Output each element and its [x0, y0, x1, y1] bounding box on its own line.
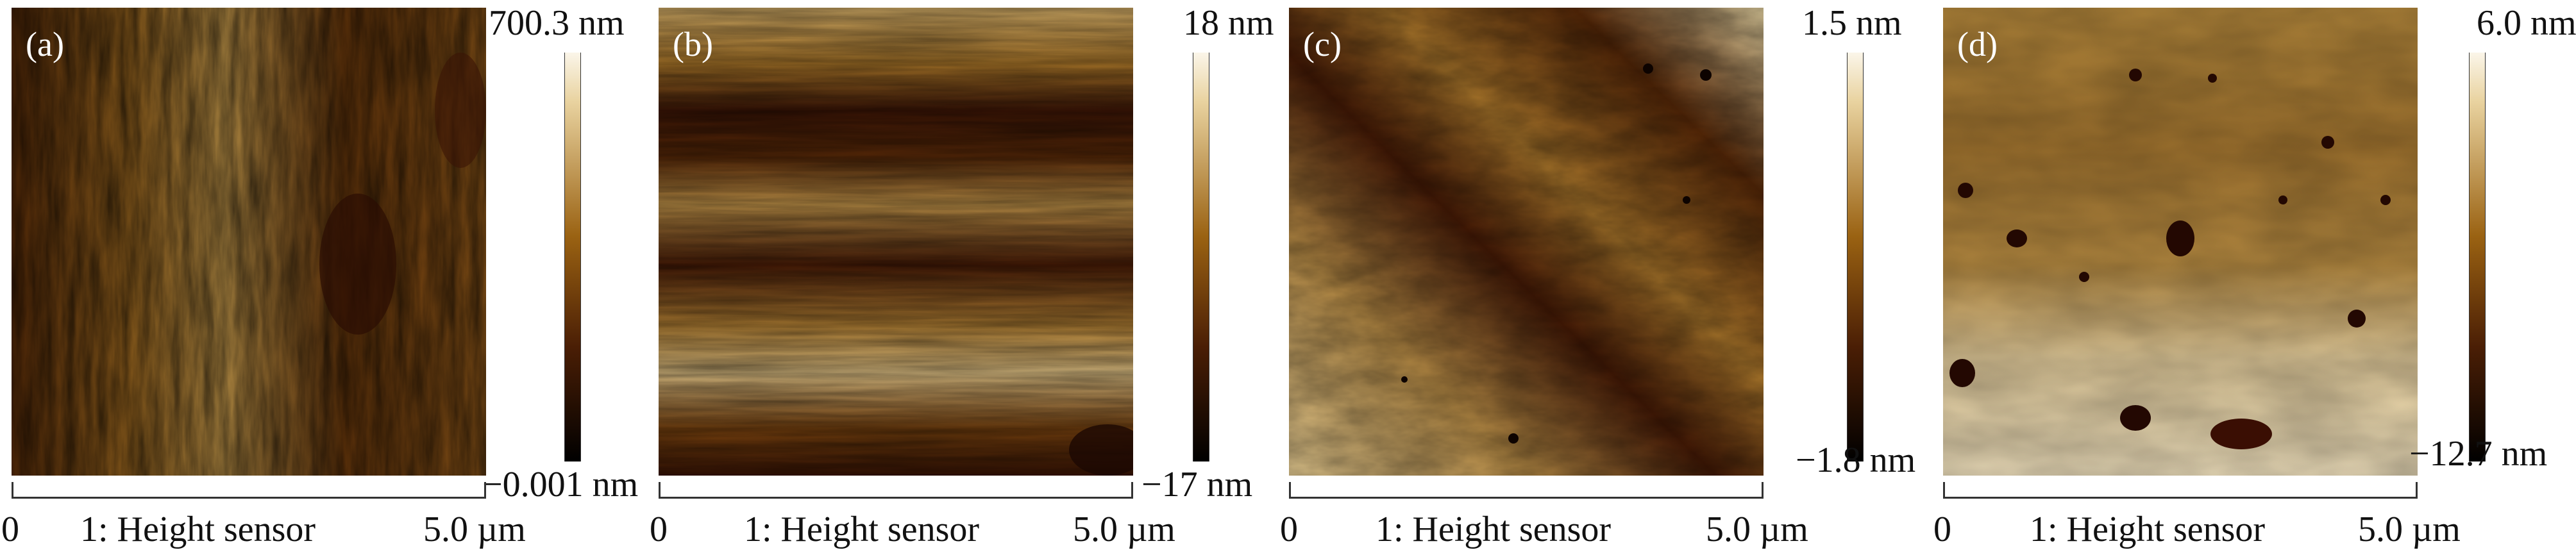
panel-label: (b): [673, 25, 713, 63]
axis-start-label: 0: [1280, 510, 1298, 549]
axis-end-label: 5.0 µm: [1706, 510, 1808, 549]
axis-end-label: 5.0 µm: [1073, 510, 1175, 549]
colorbar-tick: [1191, 51, 1211, 53]
colorbar-tick: [1845, 51, 1865, 53]
axis-title: 1: Height sensor: [744, 510, 980, 549]
axis-title: 1: Height sensor: [80, 510, 316, 549]
colorbar-max-label: 700.3 nm: [489, 3, 625, 43]
colorbar-min-label: −1.8 nm: [1796, 440, 1916, 480]
colorbar: [562, 51, 583, 463]
axis-title: 1: Height sensor: [1376, 510, 1612, 549]
axis-end-label: 5.0 µm: [423, 510, 526, 549]
colorbar-tick: [562, 461, 583, 463]
colorbar-max-label: 1.5 nm: [1802, 3, 1902, 43]
axis-start-label: 0: [1933, 510, 1951, 549]
afm-image-b: (b): [659, 8, 1133, 476]
colorbar-min-label: −12.7 nm: [2409, 434, 2548, 474]
colorbar-tick: [1191, 461, 1211, 463]
panel-a: (a) 700.3 nm −0.001 nm 0 1: Height senso…: [0, 0, 644, 557]
panel-label: (d): [1957, 25, 1998, 63]
colorbar: [2467, 51, 2488, 463]
colorbar-tick: [2467, 461, 2488, 463]
axis-end-label: 5.0 µm: [2358, 510, 2461, 549]
colorbar: [1191, 51, 1211, 463]
colorbar-min-label: −0.001 nm: [482, 465, 639, 504]
colorbar-tick: [562, 51, 583, 53]
axis-start-label: 0: [1, 510, 19, 549]
colorbar-tick: [2467, 51, 2488, 53]
scale-bar: [1943, 482, 2418, 499]
scale-bar: [1289, 482, 1764, 499]
colorbar-min-label: −17 nm: [1141, 465, 1253, 504]
afm-image-c: (c): [1289, 8, 1764, 476]
scale-bar: [659, 482, 1133, 499]
axis-start-label: 0: [650, 510, 668, 549]
afm-image-a: (a): [12, 8, 486, 476]
panel-d: (d) 6.0 nm −12.7 nm 0 1: Height sensor 5…: [1933, 0, 2576, 557]
scale-bar: [12, 482, 486, 499]
colorbar-tick: [1845, 461, 1865, 463]
panel-c: (c) 1.5 nm −1.8 nm 0 1: Height sensor 5.…: [1280, 0, 1933, 557]
colorbar: [1845, 51, 1865, 463]
panel-label: (c): [1303, 25, 1342, 63]
colorbar-max-label: 6.0 nm: [2477, 3, 2576, 43]
panel-label: (a): [26, 25, 64, 63]
panel-b: (b) 18 nm −17 nm 0 1: Height sensor 5.0 …: [644, 0, 1289, 557]
axis-title: 1: Height sensor: [2030, 510, 2266, 549]
afm-image-d: (d): [1943, 8, 2418, 476]
colorbar-max-label: 18 nm: [1183, 3, 1274, 43]
